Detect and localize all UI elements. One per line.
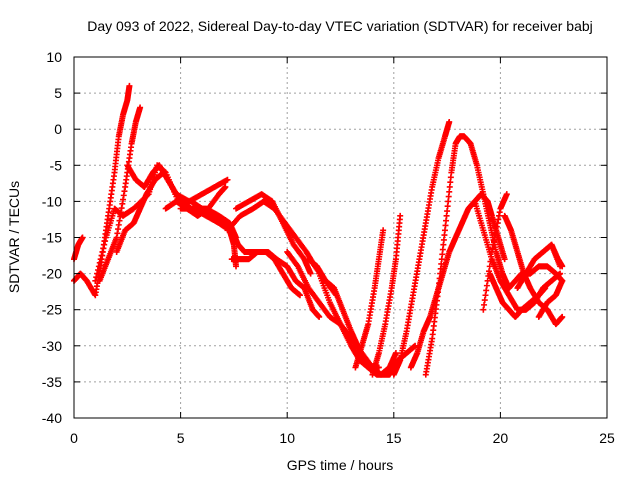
y-tick-label: -35 [42, 374, 62, 390]
data-point [79, 234, 86, 241]
data-point [92, 277, 99, 284]
data-point [316, 313, 323, 320]
y-tick-label: -15 [42, 230, 62, 246]
data-point [94, 270, 101, 277]
data-point [392, 350, 399, 357]
series-track-1 [71, 82, 133, 299]
series-track-24 [486, 270, 549, 320]
data-point [98, 252, 105, 259]
data-point [101, 241, 108, 248]
data-point [137, 104, 144, 111]
x-tick-labels: 0 5 10 15 20 25 [70, 430, 615, 446]
x-tick-label: 5 [177, 430, 185, 446]
series-track-17 [390, 118, 453, 378]
y-axis-label: SDTVAR / TECUs [6, 181, 22, 293]
data-point [446, 118, 453, 125]
y-tick-label: -20 [42, 266, 62, 282]
data-point [99, 248, 106, 255]
chart-title: Day 093 of 2022, Sidereal Day-to-day VTE… [87, 18, 593, 34]
data-point [503, 191, 510, 198]
data-point [233, 263, 240, 270]
data-point [95, 263, 102, 270]
y-tick-label: -10 [42, 193, 62, 209]
data-point [557, 270, 564, 277]
series-track-21 [480, 191, 510, 313]
data-point [307, 270, 314, 277]
data-point [222, 183, 229, 190]
data-points [71, 82, 566, 378]
x-tick-label: 10 [279, 430, 295, 446]
x-tick-label: 15 [386, 430, 402, 446]
data-point [559, 277, 566, 284]
series-track-26 [535, 277, 566, 320]
y-tick-label: -40 [42, 410, 62, 426]
data-point [100, 245, 107, 252]
data-point [501, 256, 508, 263]
series-track-27 [548, 241, 566, 270]
data-point [559, 263, 566, 270]
x-tick-label: 25 [599, 430, 615, 446]
y-tick-label: -5 [50, 157, 63, 173]
series-track-16 [369, 212, 404, 378]
data-point [542, 285, 549, 292]
data-point [397, 212, 404, 219]
grid [74, 57, 607, 418]
series-track-11 [224, 198, 340, 299]
y-tick-label: 0 [54, 121, 62, 137]
y-tick-label: 5 [54, 85, 62, 101]
data-point [126, 82, 133, 89]
series-track-6 [124, 162, 231, 205]
series-track-19 [407, 191, 508, 371]
series-track-20 [467, 140, 566, 292]
series-track-15 [352, 227, 387, 371]
y-tick-label: -25 [42, 302, 62, 318]
series-track-9 [233, 191, 314, 277]
y-tick-label: 10 [46, 49, 62, 65]
series-track-8 [177, 205, 240, 270]
data-point [93, 274, 100, 281]
data-point [380, 227, 387, 234]
x-tick-label: 0 [70, 430, 78, 446]
data-point [97, 256, 104, 263]
y-tick-labels: 10 5 0 -5 -10 -15 -20 -25 -30 -35 -40 [42, 49, 62, 426]
data-point [224, 176, 231, 183]
data-point [102, 238, 109, 245]
data-point [96, 259, 103, 266]
axis-ticks [73, 56, 608, 419]
x-tick-label: 20 [493, 430, 509, 446]
series-track-10 [228, 248, 303, 299]
x-axis-label: GPS time / hours [287, 457, 394, 473]
series-track-3 [71, 234, 86, 263]
data-point [296, 292, 303, 299]
data-point [94, 266, 101, 273]
data-point [559, 313, 566, 320]
y-tick-label: -30 [42, 338, 62, 354]
